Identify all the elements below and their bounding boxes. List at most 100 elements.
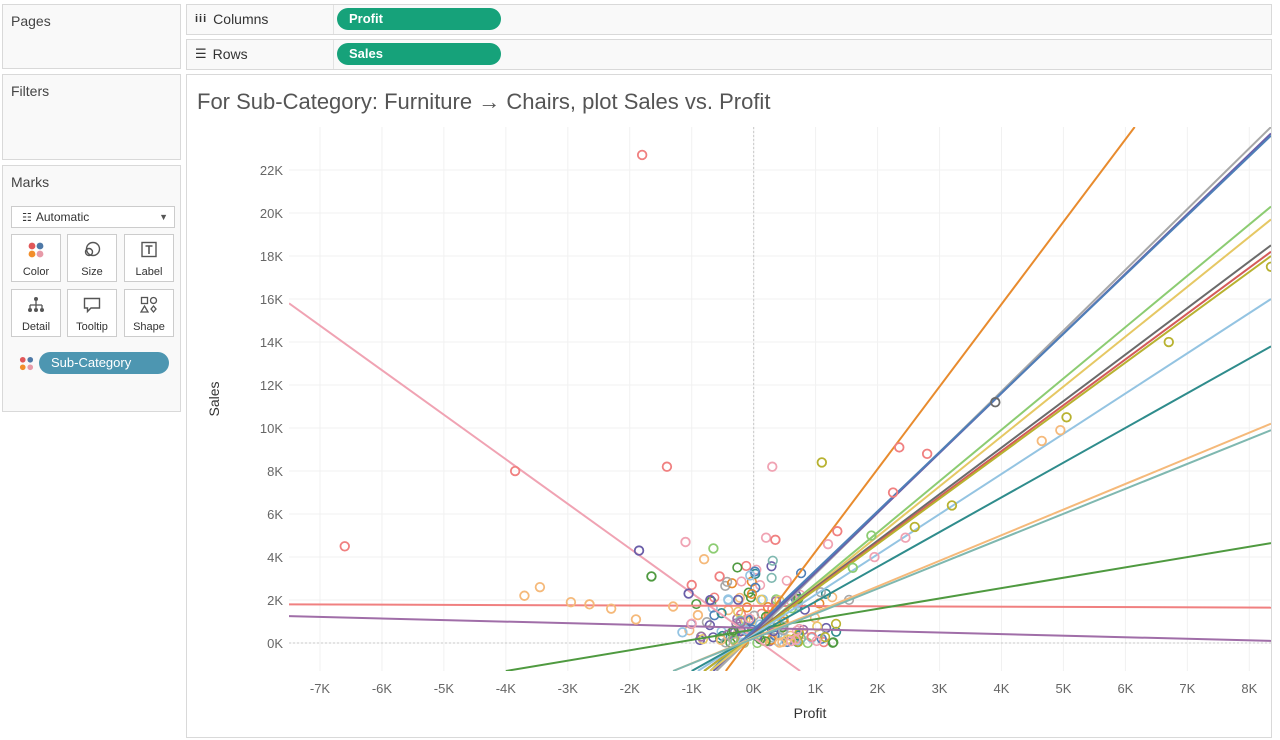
data-point: [756, 594, 767, 605]
data-point: [732, 562, 743, 573]
x-tick-label: 8K: [1241, 681, 1257, 696]
data-point: [736, 576, 747, 587]
y-tick-label: 4K: [267, 550, 283, 565]
data-point: [866, 530, 877, 541]
data-point: [793, 636, 804, 648]
rows-shelf-divider: [333, 40, 334, 69]
trend-line: [505, 542, 1271, 671]
trend-line: [724, 127, 1136, 671]
rows-label-text: Rows: [212, 46, 248, 62]
y-tick-label: 2K: [267, 593, 283, 608]
label-button-label: Label: [135, 266, 163, 278]
data-point: [1265, 261, 1271, 272]
data-point: [830, 618, 842, 629]
size-button[interactable]: Size: [67, 234, 117, 282]
data-point: [786, 636, 797, 647]
size-button-label: Size: [81, 266, 103, 278]
y-tick-label: 16K: [260, 292, 283, 307]
data-point: [946, 500, 958, 511]
x-tick-label: -2K: [620, 681, 641, 696]
data-point: [732, 594, 744, 605]
data-point: [909, 521, 920, 533]
shape-button[interactable]: Shape: [124, 289, 174, 337]
data-point: [709, 610, 720, 621]
columns-shelf[interactable]: iii Columns Profit: [186, 4, 1272, 35]
data-point: [1061, 412, 1072, 423]
x-tick-label: -1K: [682, 681, 703, 696]
data-point: [795, 568, 807, 579]
data-point: [704, 620, 715, 631]
x-tick-label: 3K: [932, 681, 948, 696]
detail-button-label: Detail: [21, 321, 51, 333]
tooltip-button-label: Tooltip: [76, 321, 108, 333]
x-tick-label: -4K: [496, 681, 517, 696]
data-point: [767, 461, 778, 472]
tooltip-button[interactable]: Tooltip: [67, 289, 117, 337]
data-point: [708, 543, 719, 554]
data-point: [815, 587, 826, 598]
x-tick-label: 0K: [746, 681, 762, 696]
x-tick-label: 5K: [1055, 681, 1071, 696]
label-icon: [141, 241, 157, 258]
data-point: [686, 579, 697, 591]
data-point: [519, 590, 530, 601]
filters-title: Filters: [11, 83, 50, 99]
data-point: [605, 603, 617, 614]
trend-line: [697, 298, 1271, 671]
data-point: [723, 594, 734, 605]
data-point: [741, 602, 753, 613]
data-point: [741, 560, 752, 572]
columns-shelf-divider: [333, 5, 334, 34]
data-point: [661, 461, 673, 472]
y-tick-label: 8K: [267, 464, 283, 479]
data-point: [677, 627, 688, 638]
filters-card[interactable]: Filters: [2, 74, 181, 160]
data-point: [646, 571, 657, 582]
columns-icon: iii: [195, 13, 208, 25]
data-point: [726, 578, 738, 589]
pages-card[interactable]: Pages: [2, 4, 181, 69]
y-tick-label: 14K: [260, 335, 283, 350]
data-point: [869, 551, 880, 563]
x-tick-label: -7K: [310, 681, 331, 696]
trend-line: [289, 302, 801, 671]
data-point: [1055, 424, 1066, 436]
rows-shelf[interactable]: ☰ Rows Sales: [186, 39, 1272, 70]
y-tick-label: 0K: [267, 636, 283, 651]
x-tick-label: 6K: [1117, 681, 1133, 696]
mark-type-icon: ☷: [22, 212, 32, 224]
data-point: [667, 601, 679, 612]
columns-shelf-label: iii Columns: [195, 11, 268, 27]
mark-type-value: Automatic: [35, 210, 90, 224]
profit-pill[interactable]: Profit: [337, 8, 501, 30]
data-point: [887, 487, 899, 498]
scatter-plot[interactable]: -7K -6K -5K -4K -3K -2K -1K 0K 1K 2K 3K 4K 5K 6K 7K 8K 0…: [187, 75, 1271, 737]
color-button[interactable]: Color: [11, 234, 61, 282]
data-point: [692, 609, 704, 621]
data-point: [847, 562, 858, 573]
x-tick-label: 2K: [870, 681, 886, 696]
data-point: [744, 613, 755, 624]
data-point: [770, 534, 781, 546]
data-point: [785, 630, 796, 641]
data-point: [781, 575, 792, 586]
x-tick-label: 7K: [1179, 681, 1195, 696]
data-point: [732, 606, 744, 617]
data-point: [766, 561, 777, 572]
shape-button-label: Shape: [133, 321, 165, 333]
label-button[interactable]: Label: [124, 234, 174, 282]
data-point: [760, 532, 772, 543]
y-tick-label: 6K: [267, 507, 283, 522]
data-point: [832, 526, 843, 537]
data-point: [534, 581, 546, 593]
mark-type-dropdown[interactable]: ☷ Automatic ▼: [11, 206, 175, 228]
data-point: [900, 532, 911, 543]
sub-category-pill[interactable]: Sub-Category: [39, 352, 169, 374]
sales-pill[interactable]: Sales: [337, 43, 501, 65]
data-point: [894, 442, 905, 453]
marks-title: Marks: [11, 174, 50, 190]
x-tick-label: -3K: [558, 681, 579, 696]
chart-title: For Sub-Category: Furniture → Chairs, pl…: [197, 89, 771, 114]
data-point: [816, 457, 828, 468]
detail-button[interactable]: Detail: [11, 289, 61, 337]
